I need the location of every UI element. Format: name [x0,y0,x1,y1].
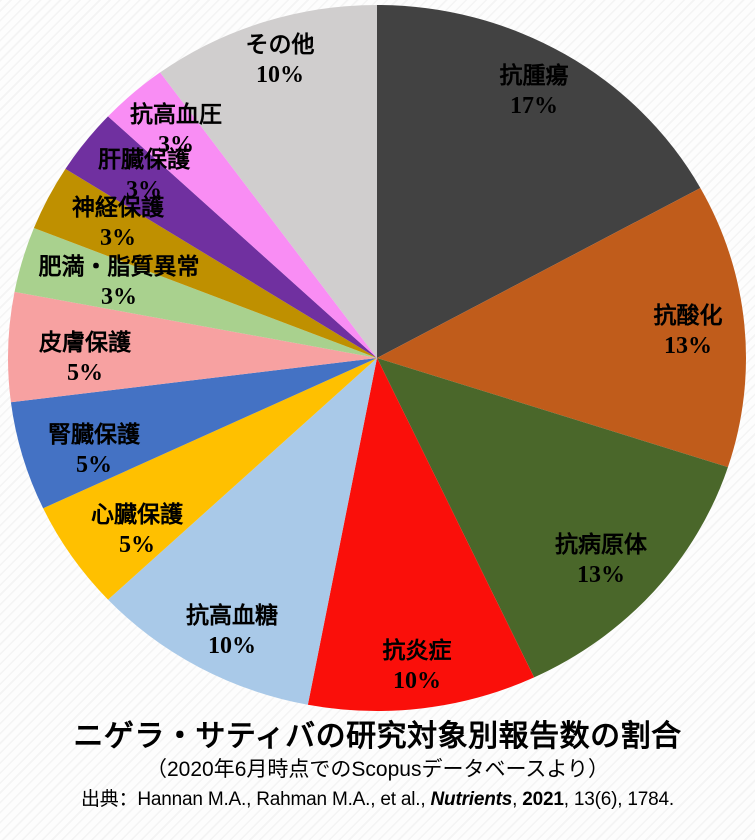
pie-svg [8,5,747,711]
chart-subtitle: （2020年6月時点でのScopusデータベースより） [146,758,609,781]
pie-slice-11[interactable] [108,72,377,359]
pie-chart: 抗腫瘍 17% 抗酸化 13% 抗病原体 13% 抗炎症 10% 抗高血糖 10% 心臓保護 5% 腎臓… [8,5,747,711]
citation-comma: , [512,789,523,810]
pie-slice-10[interactable] [65,116,377,358]
pie-slice-6[interactable] [10,358,377,509]
citation-prefix: 出典： [81,789,138,810]
citation-authors: Hannan M.A., Rahman M.A., et al., [137,789,431,810]
pie-slice-7[interactable] [8,291,377,403]
pie-slice-0[interactable] [377,5,701,358]
pie-slice-9[interactable] [33,168,377,358]
citation-line: 出典：Hannan M.A., Rahman M.A., et al., Nut… [0,787,755,813]
citation-journal: Nutrients [430,789,513,810]
pie-slice-5[interactable] [43,358,378,600]
pie-slice-2[interactable] [377,358,728,678]
pie-slice-4[interactable] [108,358,377,705]
pie-slice-3[interactable] [307,358,535,711]
citation-year: 2021 [522,789,564,810]
citation-tail: , 13(6), 1784. [563,789,674,810]
chart-title: ニゲラ・サティバの研究対象別報告数の割合 [73,720,682,753]
pie-slice-1[interactable] [377,187,747,468]
caption-block: ニゲラ・サティバの研究対象別報告数の割合 （2020年6月時点でのScopusデ… [0,719,755,813]
pie-slice-12[interactable] [160,5,377,358]
pie-slice-8[interactable] [14,228,377,358]
